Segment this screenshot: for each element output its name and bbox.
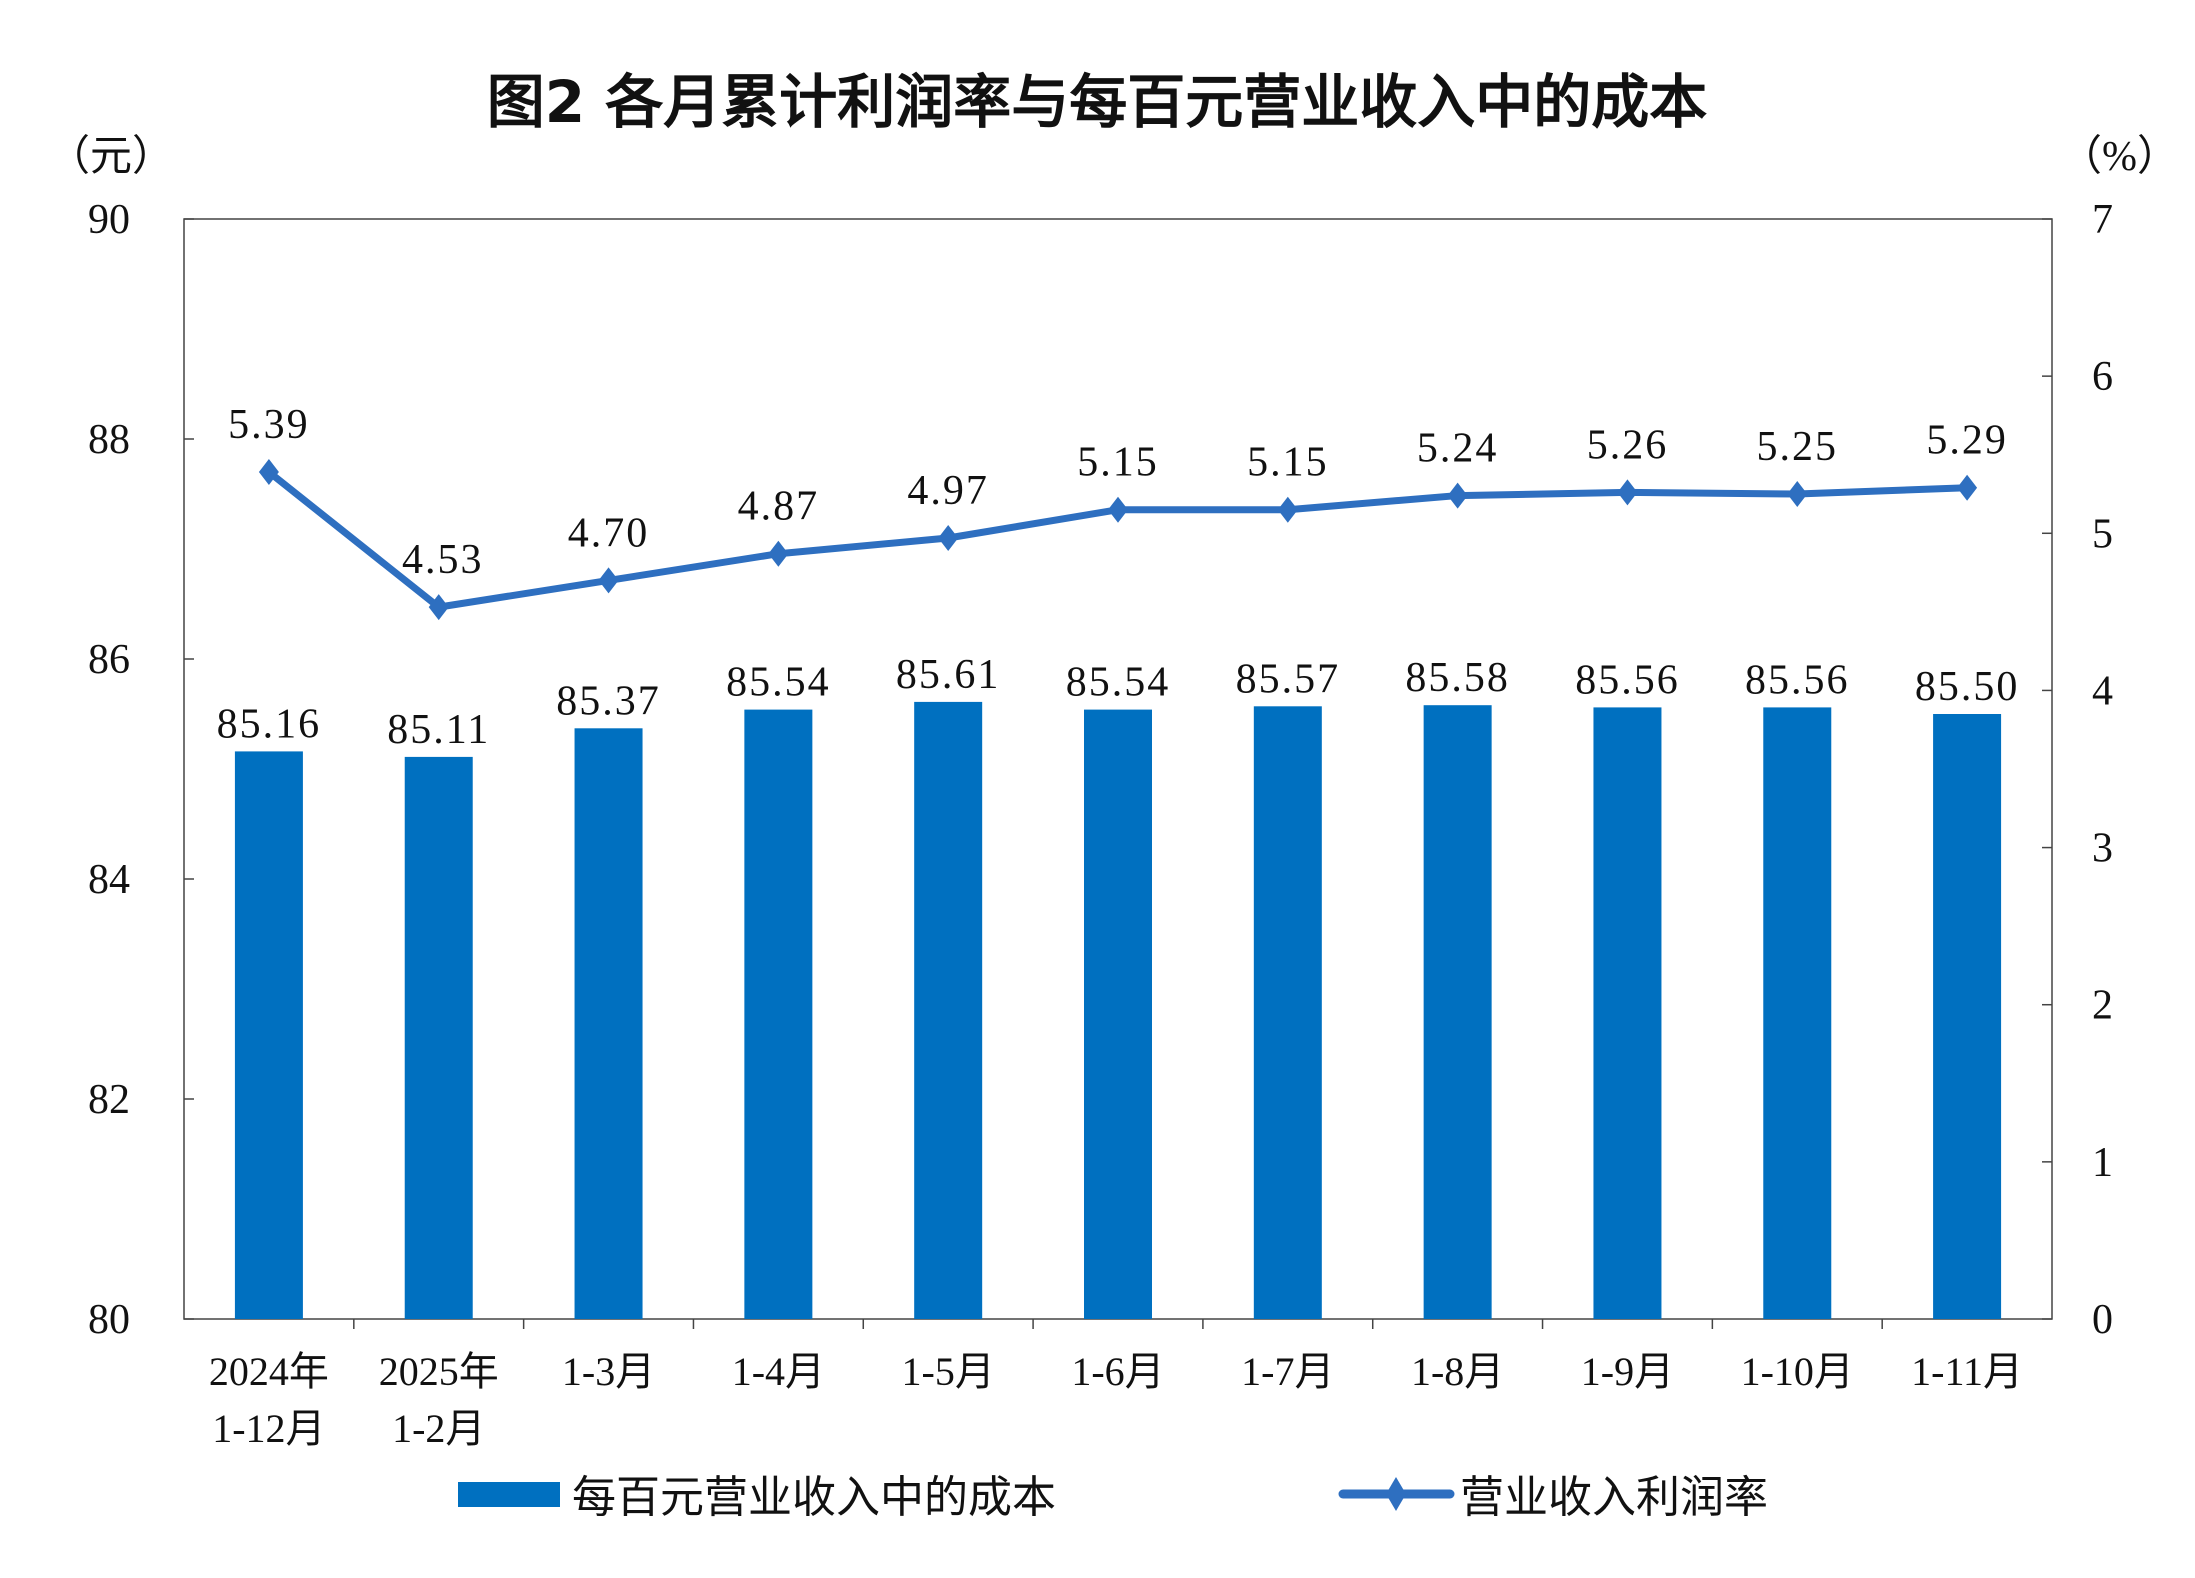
bar xyxy=(234,751,303,1319)
bar xyxy=(744,709,813,1319)
bar xyxy=(1084,709,1152,1319)
x-tick-label: 1-11月 xyxy=(1911,1349,2023,1394)
x-tick-label: 1-10月 xyxy=(1741,1349,1854,1394)
line-data-label: 5.15 xyxy=(1247,440,1329,486)
right-tick-label: 4 xyxy=(2092,668,2113,714)
legend-bar-label: 每百元营业收入中的成本 xyxy=(572,1472,1056,1523)
x-tick-label: 2024年 xyxy=(209,1349,329,1394)
bar-data-label: 85.61 xyxy=(896,652,1001,698)
line-marker xyxy=(1277,496,1298,523)
left-tick-label: 86 xyxy=(88,637,130,683)
legend: 每百元营业收入中的成本 营业收入利润率 xyxy=(458,1472,1768,1523)
right-axis-unit: （%） xyxy=(2060,134,2179,180)
chart-title: 图2 各月累计利润率与每百元营业收入中的成本 xyxy=(487,68,1708,136)
line-marker xyxy=(428,594,449,621)
line-data-label: 5.39 xyxy=(228,402,310,448)
line-data-label: 5.26 xyxy=(1587,422,1669,468)
line-marker xyxy=(1787,481,1808,507)
x-tick-label: 1-5月 xyxy=(902,1349,995,1394)
line-data-label: 5.25 xyxy=(1757,424,1839,470)
left-tick-label: 90 xyxy=(88,197,130,243)
bar-data-label: 85.57 xyxy=(1236,656,1341,702)
right-tick-label: 7 xyxy=(2092,197,2113,243)
right-tick-label: 2 xyxy=(2092,983,2113,1029)
bar-data-label: 85.50 xyxy=(1915,664,2020,710)
bar xyxy=(1763,707,1832,1319)
bar-data-label: 85.56 xyxy=(1575,657,1680,703)
bar-data-label: 85.56 xyxy=(1745,657,1850,703)
line-marker xyxy=(768,540,789,567)
right-tick-label: 0 xyxy=(2092,1297,2113,1343)
bar xyxy=(1253,706,1322,1319)
x-tick-label: 1-12月 xyxy=(212,1406,325,1451)
legend-bar-swatch xyxy=(458,1482,560,1507)
bar xyxy=(914,701,983,1319)
line-marker xyxy=(1447,482,1468,509)
line-data-label: 5.24 xyxy=(1417,426,1499,472)
line-marker xyxy=(598,567,619,594)
x-tick-label: 1-7月 xyxy=(1241,1349,1334,1394)
line-data-label: 5.29 xyxy=(1926,418,2008,464)
left-tick-label: 84 xyxy=(88,857,130,903)
right-tick-label: 5 xyxy=(2092,511,2113,557)
line-marker xyxy=(1957,474,1978,501)
bar-data-label: 85.11 xyxy=(387,707,490,753)
bar-data-label: 85.58 xyxy=(1405,655,1510,701)
x-tick-label: 1-4月 xyxy=(732,1349,825,1394)
line-data-label: 5.15 xyxy=(1077,440,1159,486)
bar-data-label: 85.16 xyxy=(217,701,322,747)
bar xyxy=(1423,705,1492,1319)
left-tick-label: 88 xyxy=(88,417,130,463)
x-tick-label: 1-8月 xyxy=(1411,1349,1504,1394)
line-marker xyxy=(1108,496,1128,523)
line-data-label: 4.70 xyxy=(568,510,650,556)
bar-data-label: 85.54 xyxy=(1066,660,1171,706)
left-axis-unit: （元） xyxy=(48,134,174,180)
bar xyxy=(1933,714,2002,1319)
x-tick-label: 1-9月 xyxy=(1581,1349,1674,1394)
line-series xyxy=(266,469,1968,611)
legend-line-marker xyxy=(1386,1477,1406,1511)
bar xyxy=(1593,707,1662,1319)
line-marker xyxy=(938,525,959,551)
bar-data-label: 85.37 xyxy=(556,678,661,724)
line-data-label: 4.87 xyxy=(738,484,820,530)
x-tick-label: 1-6月 xyxy=(1071,1349,1164,1394)
right-tick-label: 1 xyxy=(2092,1140,2113,1186)
left-tick-label: 82 xyxy=(88,1077,130,1123)
right-tick-label: 6 xyxy=(2092,354,2113,400)
bar xyxy=(574,728,643,1319)
left-tick-label: 80 xyxy=(88,1297,130,1343)
line-data-label: 4.97 xyxy=(907,468,989,514)
line-marker xyxy=(258,459,279,485)
x-tick-label: 1-3月 xyxy=(562,1349,655,1394)
legend-line-label: 营业收入利润率 xyxy=(1460,1472,1768,1523)
line-marker xyxy=(1617,479,1638,506)
right-tick-label: 3 xyxy=(2092,826,2113,872)
bar xyxy=(404,756,473,1319)
line-data-label: 4.53 xyxy=(402,537,484,583)
x-tick-label: 2025年 xyxy=(379,1349,499,1394)
x-tick-label: 1-2月 xyxy=(392,1406,485,1451)
bar-data-label: 85.54 xyxy=(726,660,831,706)
